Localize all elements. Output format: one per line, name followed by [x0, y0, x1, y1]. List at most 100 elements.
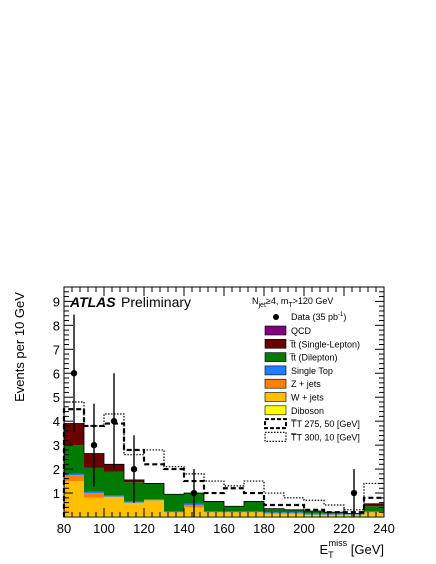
bar-diboson-bin-7 — [204, 515, 224, 517]
data-point — [90, 441, 98, 449]
bar-diboson-bin-1 — [84, 515, 104, 517]
bar-single-top-bin-0 — [64, 473, 84, 476]
legend-label: T̅T 275, 50 [GeV] — [291, 419, 360, 429]
bar-diboson-bin-3 — [124, 515, 144, 517]
x-tick-label: 80 — [57, 521, 71, 536]
preliminary-label: Preliminary — [121, 294, 191, 310]
x-tick-label: 200 — [293, 521, 315, 536]
bar-t-t-dilepton--bin-11 — [284, 509, 304, 513]
bar-single-top-bin-15 — [364, 511, 384, 513]
legend-swatch-signal — [264, 431, 287, 442]
data-point — [110, 417, 118, 425]
bar-diboson-bin-11 — [284, 515, 304, 517]
y-tick-label: 9 — [53, 294, 60, 309]
legend-swatch — [264, 365, 287, 376]
data-points — [70, 314, 358, 517]
legend: Data (35 pb-1) — [273, 312, 346, 322]
bar-single-top-bin-1 — [84, 491, 104, 494]
bar-w-jets-bin-13 — [324, 514, 344, 516]
legend-swatch — [264, 405, 287, 416]
data-point — [190, 489, 198, 497]
bar-w-jets-bin-12 — [304, 514, 324, 516]
bar-single-top-bin-7 — [204, 511, 224, 513]
bar-diboson-bin-9 — [244, 515, 264, 517]
legend-label: W + jets — [291, 393, 324, 403]
bar-t-t-single-lepton--bin-0 — [64, 423, 84, 446]
bar-diboson-bin-8 — [224, 515, 244, 517]
bar-w-jets-bin-4 — [144, 500, 164, 516]
bar-w-jets-bin-0 — [64, 481, 84, 516]
atlas-label: ATLAS — [69, 294, 116, 310]
bar-w-jets-bin-10 — [264, 513, 284, 516]
legend-label: QCD — [291, 326, 312, 336]
bar-w-jets-bin-1 — [84, 497, 104, 516]
legend-swatch — [264, 352, 287, 362]
y-axis-label: Events per 10 GeV — [12, 292, 27, 402]
bar-diboson-bin-4 — [144, 515, 164, 517]
y-tick-label: 1 — [53, 486, 60, 501]
legend-label: Diboson — [291, 406, 324, 416]
bar-single-top-bin-8 — [224, 511, 244, 513]
bar-diboson-bin-0 — [64, 515, 84, 517]
bar-w-jets-bin-7 — [204, 512, 224, 516]
bar-t-t-dilepton--bin-2 — [104, 471, 124, 496]
legend-swatch — [264, 392, 287, 402]
bar-w-jets-bin-2 — [104, 496, 124, 516]
bar-t-t-dilepton--bin-7 — [204, 501, 224, 512]
x-tick-label: 180 — [253, 521, 275, 536]
x-tick-label: 240 — [373, 521, 395, 536]
bar-w-jets-bin-5 — [164, 512, 184, 516]
bar-t-t-dilepton--bin-15 — [364, 506, 384, 512]
y-tick-label: 4 — [53, 414, 60, 429]
bar-diboson-bin-15 — [364, 515, 384, 517]
bar-t-t-dilepton--bin-9 — [244, 501, 264, 512]
bar-single-top-bin-12 — [304, 513, 324, 515]
bar-z-jets-bin-0 — [64, 475, 84, 482]
selection-label: Njet≥4, mT>120 GeV — [252, 296, 333, 309]
bar-single-top-bin-9 — [244, 511, 264, 513]
bar-diboson-bin-12 — [304, 515, 324, 517]
data-point — [350, 489, 358, 497]
bar-z-jets-bin-1 — [84, 493, 104, 498]
bar-t-t-dilepton--bin-4 — [144, 483, 164, 500]
bar-t-t-dilepton--bin-0 — [64, 445, 84, 474]
y-tick-label: 8 — [53, 318, 60, 333]
legend-label: t̅t (Dilepton) — [289, 353, 337, 363]
x-tick-label: 220 — [333, 521, 355, 536]
bar-single-top-bin-4 — [144, 499, 164, 501]
bar-t-t-dilepton--bin-8 — [224, 506, 244, 512]
signal-line-0 — [62, 408, 384, 517]
bar-w-jets-bin-11 — [284, 513, 304, 516]
legend-entries: QCD t̅t (Single-Lepton) t̅t (Dilepton) Sing… — [264, 325, 360, 442]
bar-t-t-dilepton--bin-13 — [324, 512, 344, 514]
x-tick-label: 160 — [213, 521, 235, 536]
data-point — [130, 465, 138, 473]
bar-t-t-dilepton--bin-10 — [264, 508, 284, 513]
bar-diboson-bin-10 — [264, 515, 284, 517]
stacked-histogram — [63, 423, 385, 517]
bar-diboson-bin-5 — [164, 515, 184, 517]
signal-histograms — [62, 401, 384, 517]
legend-label: Single Top — [291, 366, 333, 376]
bar-w-jets-bin-3 — [124, 502, 144, 516]
bar-w-jets-bin-8 — [224, 512, 244, 516]
legend-swatch — [264, 325, 287, 336]
legend-swatch-signal — [264, 418, 287, 430]
legend-swatch — [264, 378, 287, 389]
bar-single-top-bin-13 — [324, 513, 344, 515]
bar-single-top-bin-10 — [264, 512, 284, 514]
legend-data-label: Data (35 pb-1) — [291, 312, 346, 322]
x-tick-label: 100 — [93, 521, 115, 536]
bar-t-t-dilepton--bin-12 — [304, 511, 324, 514]
y-tick-label: 2 — [53, 462, 60, 477]
bar-single-top-bin-11 — [284, 512, 304, 514]
y-tick-label: 6 — [53, 366, 60, 381]
signal-line-1 — [63, 401, 384, 517]
bar-single-top-bin-2 — [104, 495, 124, 497]
legend-label: T̅T 300, 10 [GeV] — [291, 432, 360, 442]
legend-swatch — [264, 338, 287, 349]
bar-diboson-bin-2 — [104, 515, 124, 517]
bar-w-jets-bin-9 — [244, 512, 264, 516]
x-tick-label: 140 — [173, 521, 195, 536]
